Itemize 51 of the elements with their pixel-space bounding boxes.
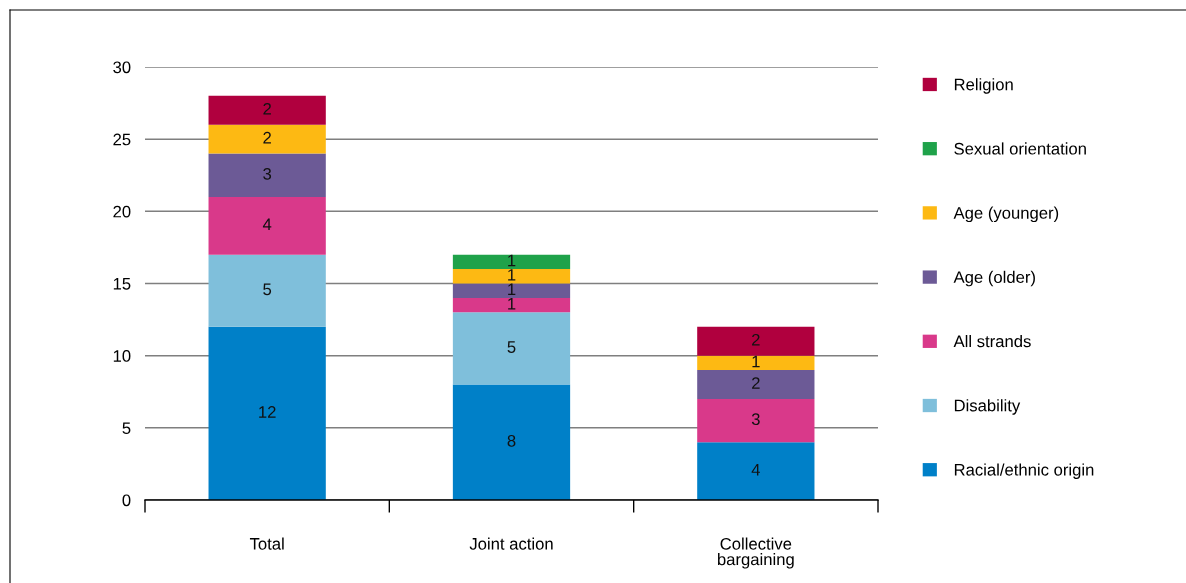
x-tick-label: Collective bargaining	[717, 537, 794, 569]
data-label: 2	[263, 102, 271, 115]
legend-label: Religion	[954, 78, 1013, 94]
bar	[452, 254, 571, 270]
data-label: 8	[507, 434, 516, 447]
bar	[208, 95, 326, 125]
data-label: 2	[263, 131, 271, 144]
data-label: 4	[751, 463, 760, 476]
data-label: 1	[508, 283, 516, 296]
data-label: 3	[263, 167, 272, 180]
data-label: 1	[508, 297, 516, 310]
data-label: 1	[508, 254, 516, 267]
bar	[452, 283, 571, 298]
bar	[452, 297, 571, 313]
data-label: 4	[262, 218, 272, 231]
bar	[697, 355, 815, 371]
bar	[208, 153, 326, 197]
legend-label: Age (older)	[953, 270, 1035, 287]
bar	[697, 398, 815, 443]
data-label: 3	[751, 413, 760, 426]
data-label: 12	[259, 406, 276, 418]
bar	[452, 384, 571, 500]
legend-label: All strands	[953, 335, 1031, 348]
data-label: 5	[263, 283, 272, 296]
bar	[208, 254, 326, 327]
bar	[697, 442, 815, 500]
legend-label: Age (younger)	[953, 206, 1059, 223]
data-label: 2	[752, 377, 760, 389]
y-tick-label: 15	[113, 278, 131, 290]
y-tick-label: 30	[113, 61, 131, 74]
data-label: 1	[752, 355, 760, 368]
y-tick-label: 5	[122, 422, 131, 435]
data-label: 5	[507, 341, 516, 353]
legend-label: Disability	[954, 399, 1021, 415]
bar	[697, 370, 815, 399]
x-tick-label: Total	[249, 537, 284, 550]
data-label: 2	[752, 333, 760, 346]
bar	[452, 269, 571, 284]
bar	[697, 326, 815, 356]
y-tick-label: 10	[113, 350, 131, 362]
y-tick-label: 25	[113, 133, 131, 146]
data-label: 1	[508, 269, 516, 281]
legend-label: Racial/ethnic origin	[954, 463, 1094, 479]
legend-label: Sexual orientation	[954, 142, 1086, 155]
bar	[208, 326, 326, 500]
bar	[208, 196, 326, 255]
x-tick-label: Joint action	[469, 537, 553, 550]
y-tick-label: 0	[122, 494, 131, 507]
bar	[452, 312, 571, 385]
bar	[208, 124, 326, 154]
y-tick-label: 20	[113, 205, 131, 218]
